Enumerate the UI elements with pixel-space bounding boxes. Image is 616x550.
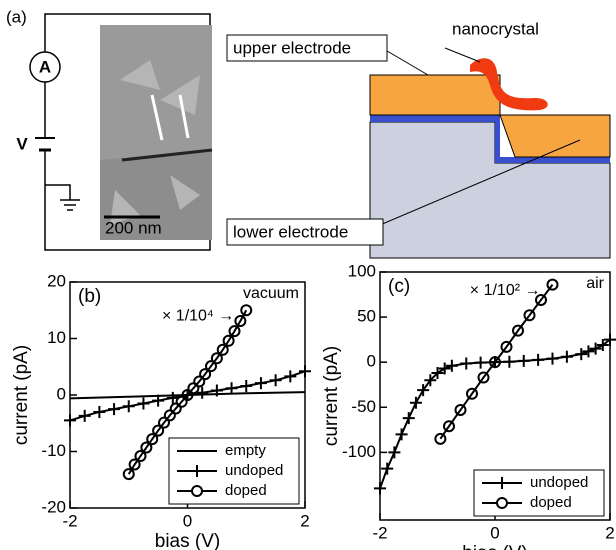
crystal-label: nanocrystal — [452, 19, 539, 38]
figure: (a) A V 200 nm upper electrode — [0, 0, 616, 550]
y-tick-label: 20 — [47, 271, 66, 290]
x-axis-label: bias (V) — [155, 531, 220, 550]
y-tick-label: 10 — [47, 328, 66, 347]
marker — [532, 354, 544, 366]
marker — [374, 482, 386, 494]
x-tick-label: 2 — [300, 511, 309, 530]
legend-marker — [497, 498, 507, 508]
marker — [137, 397, 149, 409]
marker — [108, 403, 120, 415]
upper-label: upper electrode — [233, 38, 351, 57]
callout-line — [445, 48, 480, 62]
marker — [284, 370, 296, 382]
legend-label: doped — [530, 494, 572, 511]
legend-marker — [192, 486, 202, 496]
y-tick-label: -50 — [351, 397, 376, 416]
marker — [388, 446, 400, 458]
y-tick-label: 100 — [348, 261, 376, 280]
marker — [575, 348, 587, 360]
marker — [475, 357, 487, 369]
marker — [93, 406, 105, 418]
scale-note: × 1/10² → — [470, 282, 541, 299]
marker — [582, 345, 594, 357]
wire — [45, 185, 70, 200]
legend-label: undoped — [225, 462, 283, 479]
condition-label: vacuum — [243, 285, 299, 302]
panel-label: (b) — [78, 286, 101, 307]
x-axis-label: bias (V) — [462, 543, 527, 550]
marker — [460, 358, 472, 370]
marker — [240, 380, 252, 392]
callout-line — [382, 48, 428, 75]
series-line — [440, 285, 552, 439]
marker — [226, 382, 238, 394]
x-tick-label: -2 — [62, 511, 77, 530]
marker — [79, 410, 91, 422]
marker — [123, 400, 135, 412]
voltage-label: V — [16, 134, 28, 153]
marker — [561, 351, 573, 363]
marker — [396, 428, 408, 440]
marker — [381, 463, 393, 475]
scale-note: × 1/10⁴ → — [162, 307, 234, 324]
scale-bar-label: 200 nm — [105, 218, 162, 237]
upper-electrode — [370, 75, 500, 115]
y-axis-label: current (pA) — [321, 346, 342, 446]
marker — [518, 355, 530, 367]
marker — [299, 365, 311, 377]
marker — [547, 353, 559, 365]
y-axis-label: current (pA) — [11, 345, 32, 445]
marker — [410, 397, 422, 409]
legend-label: empty — [225, 442, 266, 459]
x-tick-label: 2 — [605, 523, 614, 542]
panel-label: (a) — [6, 7, 27, 26]
y-tick-label: -10 — [41, 441, 66, 460]
marker — [270, 374, 282, 386]
x-tick-label: 0 — [183, 511, 192, 530]
panel-a: (a) A V 200 nm upper electrode — [6, 7, 610, 258]
y-tick-label: 50 — [357, 307, 376, 326]
marker — [503, 356, 515, 368]
marker — [446, 360, 458, 372]
marker — [403, 412, 415, 424]
lower-label: lower electrode — [233, 222, 348, 241]
y-tick-label: 0 — [57, 384, 66, 403]
x-tick-label: 0 — [490, 523, 499, 542]
y-tick-label: -100 — [342, 442, 376, 461]
legend-label: undoped — [530, 474, 588, 491]
condition-label: air — [586, 275, 604, 292]
y-tick-label: 0 — [367, 352, 376, 371]
legend-label: doped — [225, 482, 267, 499]
ammeter-label: A — [39, 57, 51, 76]
panel-label: (c) — [388, 276, 410, 297]
marker — [255, 377, 267, 389]
marker — [64, 414, 76, 426]
x-tick-label: -2 — [372, 523, 387, 542]
